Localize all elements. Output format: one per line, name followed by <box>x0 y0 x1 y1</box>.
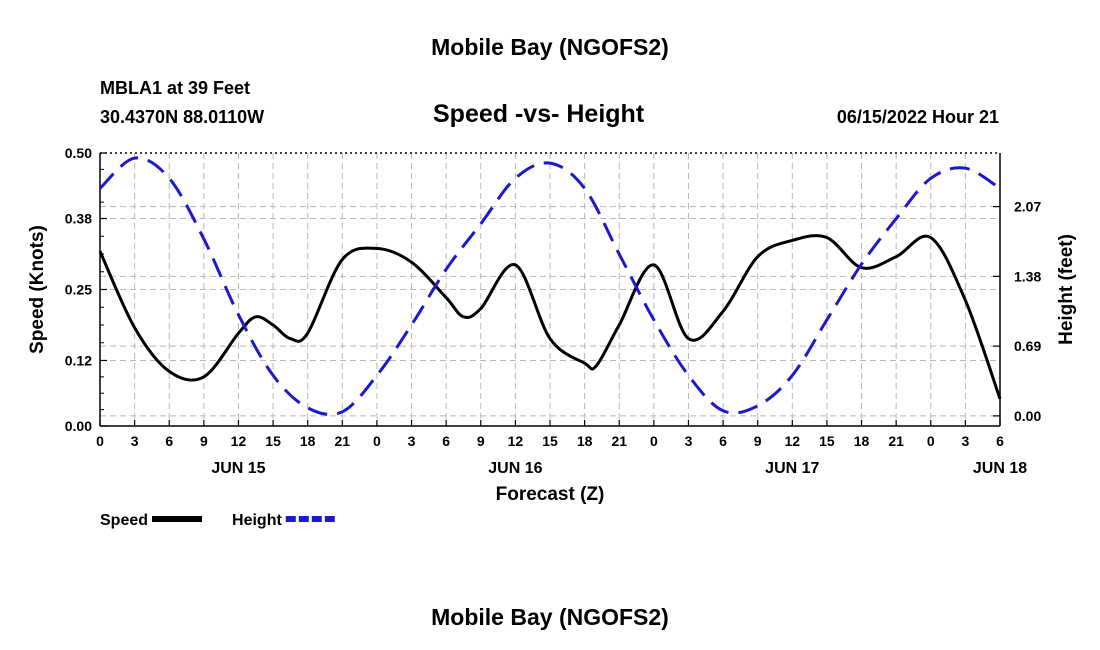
x-tick-label: 15 <box>819 433 835 449</box>
forecast-datetime: 06/15/2022 Hour 21 <box>836 107 999 127</box>
x-axis-title: Forecast (Z) <box>496 484 605 505</box>
chart-title-top: Mobile Bay (NGOFS2) <box>431 34 669 60</box>
x-tick-label: 15 <box>542 433 558 449</box>
x-tick-label: 21 <box>611 433 627 449</box>
x-tick-label: 18 <box>300 433 316 449</box>
y2-axis-title: Height (feet) <box>1056 234 1077 345</box>
x-tick-label: 12 <box>231 433 247 449</box>
x-tick-label: 18 <box>854 433 870 449</box>
y-tick-label: 0.12 <box>65 352 92 368</box>
chart-subtitle: Speed -vs- Height <box>433 100 645 128</box>
chart-title-bottom: Mobile Bay (NGOFS2) <box>431 604 669 630</box>
x-tick-label: 21 <box>888 433 904 449</box>
x-tick-label: 15 <box>265 433 281 449</box>
x-tick-label: 9 <box>200 433 208 449</box>
x-tick-label: 12 <box>508 433 524 449</box>
x-tick-label: 9 <box>477 433 485 449</box>
y2-tick-label: 0.69 <box>1014 338 1041 354</box>
y2-tick-label: 2.07 <box>1014 199 1041 215</box>
date-label: JUN 18 <box>973 460 1027 477</box>
x-tick-label: 3 <box>961 433 969 449</box>
x-tick-label: 6 <box>165 433 173 449</box>
x-tick-label: 18 <box>577 433 593 449</box>
x-tick-label: 6 <box>719 433 727 449</box>
x-tick-label: 6 <box>996 433 1004 449</box>
x-tick-label: 6 <box>442 433 450 449</box>
x-tick-label: 3 <box>408 433 416 449</box>
x-tick-label: 0 <box>96 433 104 449</box>
y-tick-label: 0.50 <box>65 145 92 161</box>
date-label: JUN 16 <box>488 460 542 477</box>
x-tick-label: 12 <box>785 433 801 449</box>
series-line-speed <box>98 234 1002 400</box>
y-tick-label: 0.25 <box>65 282 92 298</box>
y-axis-title: Speed (Knots) <box>27 225 48 354</box>
station-name: MBLA1 at 39 Feet <box>100 78 251 98</box>
date-label: JUN 15 <box>211 460 265 477</box>
date-label: JUN 17 <box>765 460 819 477</box>
y-tick-label: 0.38 <box>65 211 92 227</box>
x-tick-label: 3 <box>131 433 139 449</box>
y2-tick-label: 0.00 <box>1014 408 1041 424</box>
y2-tick-label: 1.38 <box>1014 268 1041 284</box>
x-tick-label: 3 <box>685 433 693 449</box>
x-tick-label: 0 <box>927 433 935 449</box>
x-tick-label: 0 <box>373 433 381 449</box>
x-tick-label: 21 <box>335 433 351 449</box>
legend-label-height: Height <box>232 512 282 529</box>
station-coordinates: 30.4370N 88.0110W <box>100 107 265 127</box>
x-tick-label: 9 <box>754 433 762 449</box>
x-tick-label: 0 <box>650 433 658 449</box>
y-tick-label: 0.00 <box>65 418 92 434</box>
legend-label-speed: Speed <box>100 512 148 529</box>
series-line-height <box>98 156 1001 417</box>
